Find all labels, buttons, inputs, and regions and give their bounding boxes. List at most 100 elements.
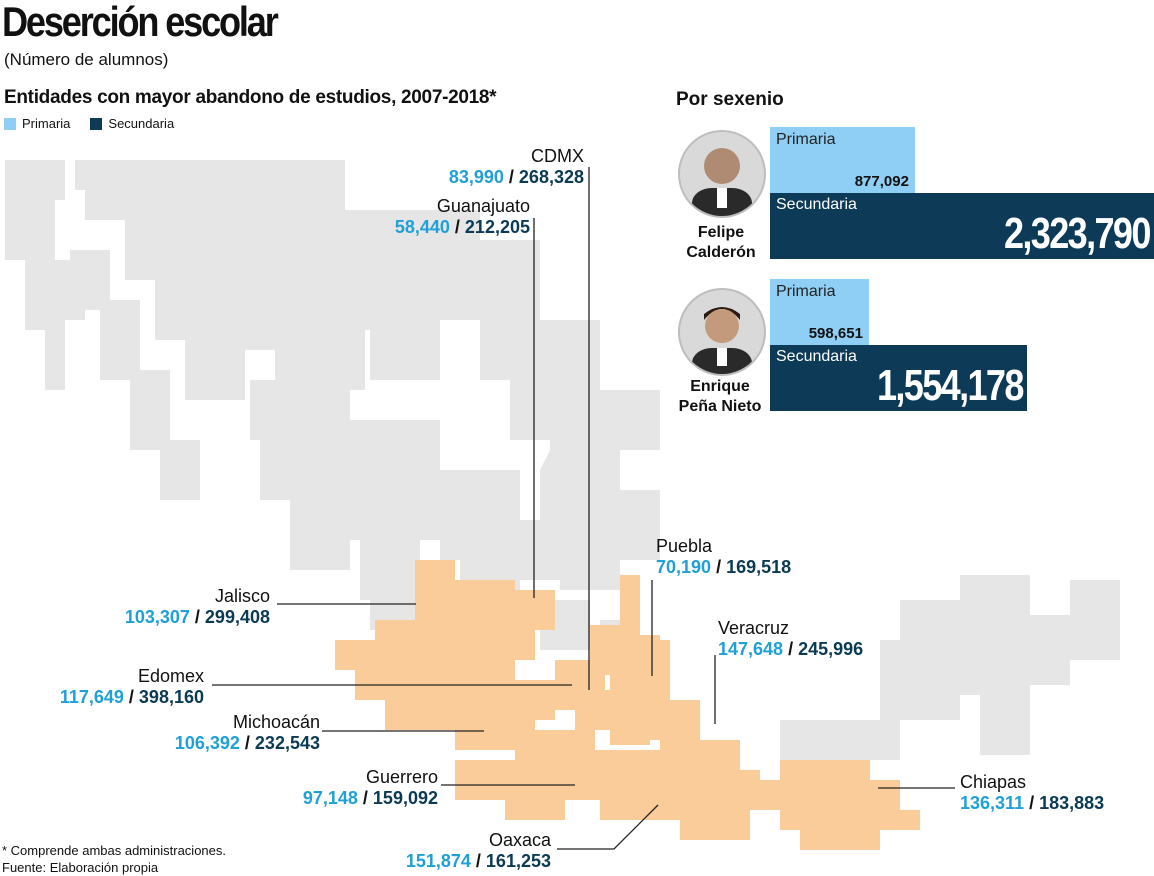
state-oaxaca [600,730,760,840]
state-name: Edomex [137,666,204,686]
state-name: Chiapas [960,772,1027,792]
state-name: Michoacán [232,712,320,732]
state-values: 58,440 / 212,205 [394,217,530,237]
source-text: Fuente: Elaboración propia [2,860,159,875]
legend-item-secundaria: Secundaria [90,116,174,131]
label-jalisco: Jalisco 103,307 / 299,408 [125,586,270,628]
primaria-value: 97,148 [302,788,358,808]
president-name-pena-nieto: Enrique Peña Nieto [660,377,780,417]
state-values: 136,311 / 183,883 [960,793,1105,813]
label-veracruz: Veracruz 147,648 / 245,996 [718,618,863,660]
state-values: 70,190 / 169,518 [656,557,792,577]
state-tile [5,160,85,390]
state-name: Veracruz [718,618,790,638]
name-line: Enrique [690,378,750,395]
bar-label-primaria: Primaria [776,131,836,148]
bar-value-secundaria: 2,323,790 [1004,209,1151,258]
label-guanajuato: Guanajuato 58,440 / 212,205 [395,196,530,238]
primaria-value: 151,874 [405,851,471,871]
state-values: 147,648 / 245,996 [718,639,864,659]
subtitle: (Número de alumnos) [4,50,169,69]
footnote: * Comprende ambas administraciones. Fuen… [2,842,226,876]
person-icon [692,148,752,216]
bar-label-secundaria: Secundaria [776,196,857,213]
state-name: Jalisco [214,586,270,606]
label-guerrero: Guerrero 97,148 / 159,092 [303,767,438,809]
secundaria-value: 169,518 [726,557,792,577]
legend-label-secundaria: Secundaria [108,116,175,131]
label-edomex: Edomex 117,649 / 398,160 [60,666,204,708]
primaria-value: 117,649 [59,687,124,707]
state-guanajuato [495,590,555,660]
state-values: 97,148 / 159,092 [302,788,438,808]
bar-value-secundaria: 1,554,178 [877,361,1024,410]
leader-lines [212,167,955,850]
state-tile [540,430,660,590]
state-name: Guanajuato [436,196,530,216]
state-name: Guerrero [365,767,438,787]
state-tile [360,550,420,630]
secundaria-value: 161,253 [485,851,551,871]
primaria-value: 147,648 [718,639,784,659]
state-name: Oaxaca [488,830,551,850]
avatar-pena-nieto [678,288,766,376]
state-values: 106,392 / 232,543 [174,733,320,753]
secundaria-value: 232,543 [254,733,320,753]
name-line: Calderón [686,244,756,261]
state-tile [880,640,960,720]
state-tile [900,600,960,640]
legend-item-primaria: Primaria [4,116,70,131]
legend-swatch-primaria [4,117,16,130]
label-chiapas: Chiapas 136,311 / 183,883 [960,772,1104,814]
page-title: Deserción escolar [2,0,279,45]
primaria-value: 70,190 [656,557,712,577]
state-values: 103,307 / 299,408 [124,607,270,627]
legend: Primaria Secundaria [4,116,194,131]
person-icon [692,307,752,374]
map-highlight-states [335,560,920,850]
secundaria-value: 212,205 [464,217,530,237]
state-jalisco [335,560,515,730]
avatar-calderon [678,130,766,218]
secundaria-value: 268,328 [518,167,584,187]
state-tile [960,575,1070,755]
state-tile [1070,580,1120,660]
state-values: 83,990 / 268,328 [448,167,584,187]
state-tile [780,720,900,760]
map-heading: Entidades con mayor abandono de estudios… [4,87,497,108]
primaria-value: 83,990 [448,167,504,187]
state-tile [70,250,200,500]
bar-value-primaria: 598,651 [808,325,863,342]
label-oaxaca: Oaxaca 151,874 / 161,253 [406,830,551,872]
label-puebla: Puebla 70,190 / 169,518 [656,536,791,578]
name-line: Peña Nieto [678,398,762,415]
bar-secundaria [770,193,1154,259]
secundaria-value: 159,092 [372,788,438,808]
label-cdmx: CDMX 83,990 / 268,328 [449,146,584,188]
primaria-value: 106,392 [174,733,240,753]
state-name: CDMX [531,146,584,166]
state-name: Puebla [656,536,713,556]
state-values: 151,874 / 161,253 [405,851,551,871]
state-guerrero [455,730,625,820]
primaria-value: 58,440 [394,217,450,237]
legend-label-primaria: Primaria [22,116,71,131]
leader-oaxaca [557,804,659,850]
primaria-value: 103,307 [124,607,190,627]
label-michoacan: Michoacán 106,392 / 232,543 [175,712,320,754]
sexenio-heading: Por sexenio [676,89,784,110]
bar-value-primaria: 877,092 [854,173,909,190]
state-michoacan [415,660,555,750]
bar-label-secundaria: Secundaria [776,348,857,365]
state-chiapas [780,760,920,850]
bar-label-primaria: Primaria [776,283,836,300]
secundaria-value: 398,160 [138,687,204,707]
state-values: 117,649 / 398,160 [59,687,204,707]
primaria-value: 136,311 [960,793,1025,813]
bar-primaria [770,279,869,345]
name-line: Felipe [697,224,745,241]
footnote-text: * Comprende ambas administraciones. [2,843,226,858]
legend-swatch-secundaria [90,117,103,130]
state-edomex [555,660,625,730]
